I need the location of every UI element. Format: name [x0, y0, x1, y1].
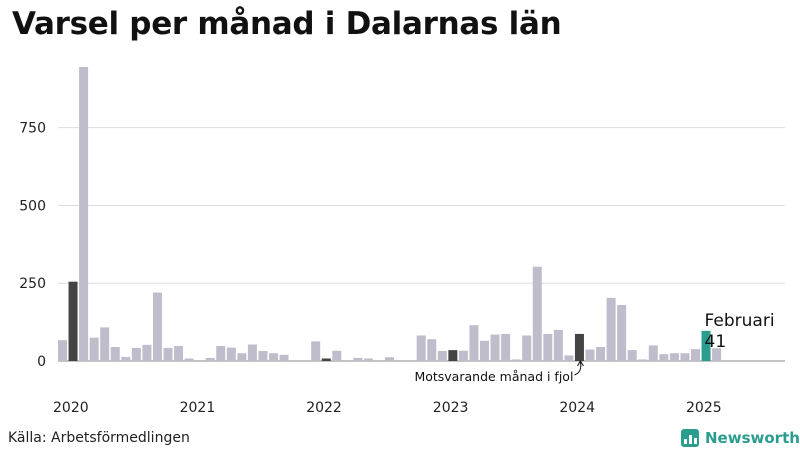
- bar: [596, 347, 606, 361]
- bar: [638, 359, 648, 361]
- x-tick-label: 2021: [180, 400, 216, 416]
- bar: [712, 348, 722, 361]
- bar: [522, 335, 532, 361]
- bar: [648, 345, 658, 361]
- x-tick-label: 2020: [53, 400, 89, 416]
- highlight-value-label: 41: [705, 332, 727, 352]
- bar: [469, 325, 479, 361]
- source-label: Källa: Arbetsförmedlingen: [8, 430, 190, 446]
- bar: [68, 281, 78, 361]
- bar: [669, 353, 679, 361]
- bar: [152, 292, 162, 361]
- bar: [258, 351, 268, 361]
- bar: [121, 356, 131, 361]
- bar: [606, 297, 616, 361]
- bar: [279, 354, 289, 361]
- bar: [363, 358, 373, 361]
- bar: [321, 358, 331, 361]
- same-month-label: Motsvarande månad i fjol: [414, 369, 573, 384]
- brand-name: Newsworthy: [705, 429, 800, 447]
- bar: [58, 340, 67, 361]
- bar: [501, 333, 511, 361]
- bar: [458, 350, 468, 361]
- bar: [416, 335, 426, 361]
- bar: [490, 334, 500, 361]
- bar: [427, 339, 437, 361]
- bar: [659, 354, 669, 361]
- bar: [480, 340, 489, 361]
- bar: [585, 349, 595, 361]
- annotation-arrowhead: [577, 360, 584, 367]
- highlight-month-label: Februari: [705, 311, 775, 331]
- x-tick-label: 2023: [433, 400, 469, 416]
- bar: [437, 351, 447, 361]
- bar: [110, 347, 120, 361]
- bar: [564, 355, 574, 361]
- bar: [184, 358, 194, 361]
- bar: [553, 329, 563, 361]
- bar: [574, 333, 584, 361]
- bar: [269, 353, 278, 361]
- bar: [543, 333, 553, 361]
- x-tick-label: 2022: [306, 400, 342, 416]
- bar: [89, 337, 99, 361]
- bar: [100, 327, 110, 361]
- bar: [174, 346, 184, 361]
- chart-logo-icon: [681, 429, 699, 447]
- chart-title: Varsel per månad i Dalarnas län: [12, 6, 562, 42]
- bar: [532, 266, 542, 361]
- annotation-arrow: [574, 361, 582, 376]
- bar: [701, 330, 711, 361]
- bar: [142, 344, 152, 361]
- bar: [680, 353, 690, 361]
- bar: [627, 350, 637, 361]
- brand-logo: Newsworthy: [681, 428, 800, 448]
- y-tick-label: 0: [37, 354, 46, 370]
- bar: [163, 347, 173, 361]
- bar: [226, 347, 236, 361]
- bar: [205, 357, 215, 361]
- y-tick-label: 250: [19, 276, 46, 292]
- bar: [448, 350, 458, 361]
- bar: [691, 349, 700, 361]
- bar: [247, 344, 257, 361]
- y-tick-label: 500: [19, 198, 46, 214]
- bar: [511, 359, 521, 361]
- bar: [311, 341, 321, 361]
- bar: [353, 357, 363, 361]
- x-tick-label: 2025: [686, 400, 722, 416]
- bar: [385, 357, 395, 361]
- bar: [617, 305, 627, 361]
- y-tick-label: 750: [19, 121, 46, 137]
- bar: [216, 346, 226, 361]
- bar: [237, 353, 247, 361]
- bar: [79, 67, 89, 361]
- bar: [131, 347, 141, 361]
- x-tick-label: 2024: [559, 400, 595, 416]
- bar: [332, 350, 342, 361]
